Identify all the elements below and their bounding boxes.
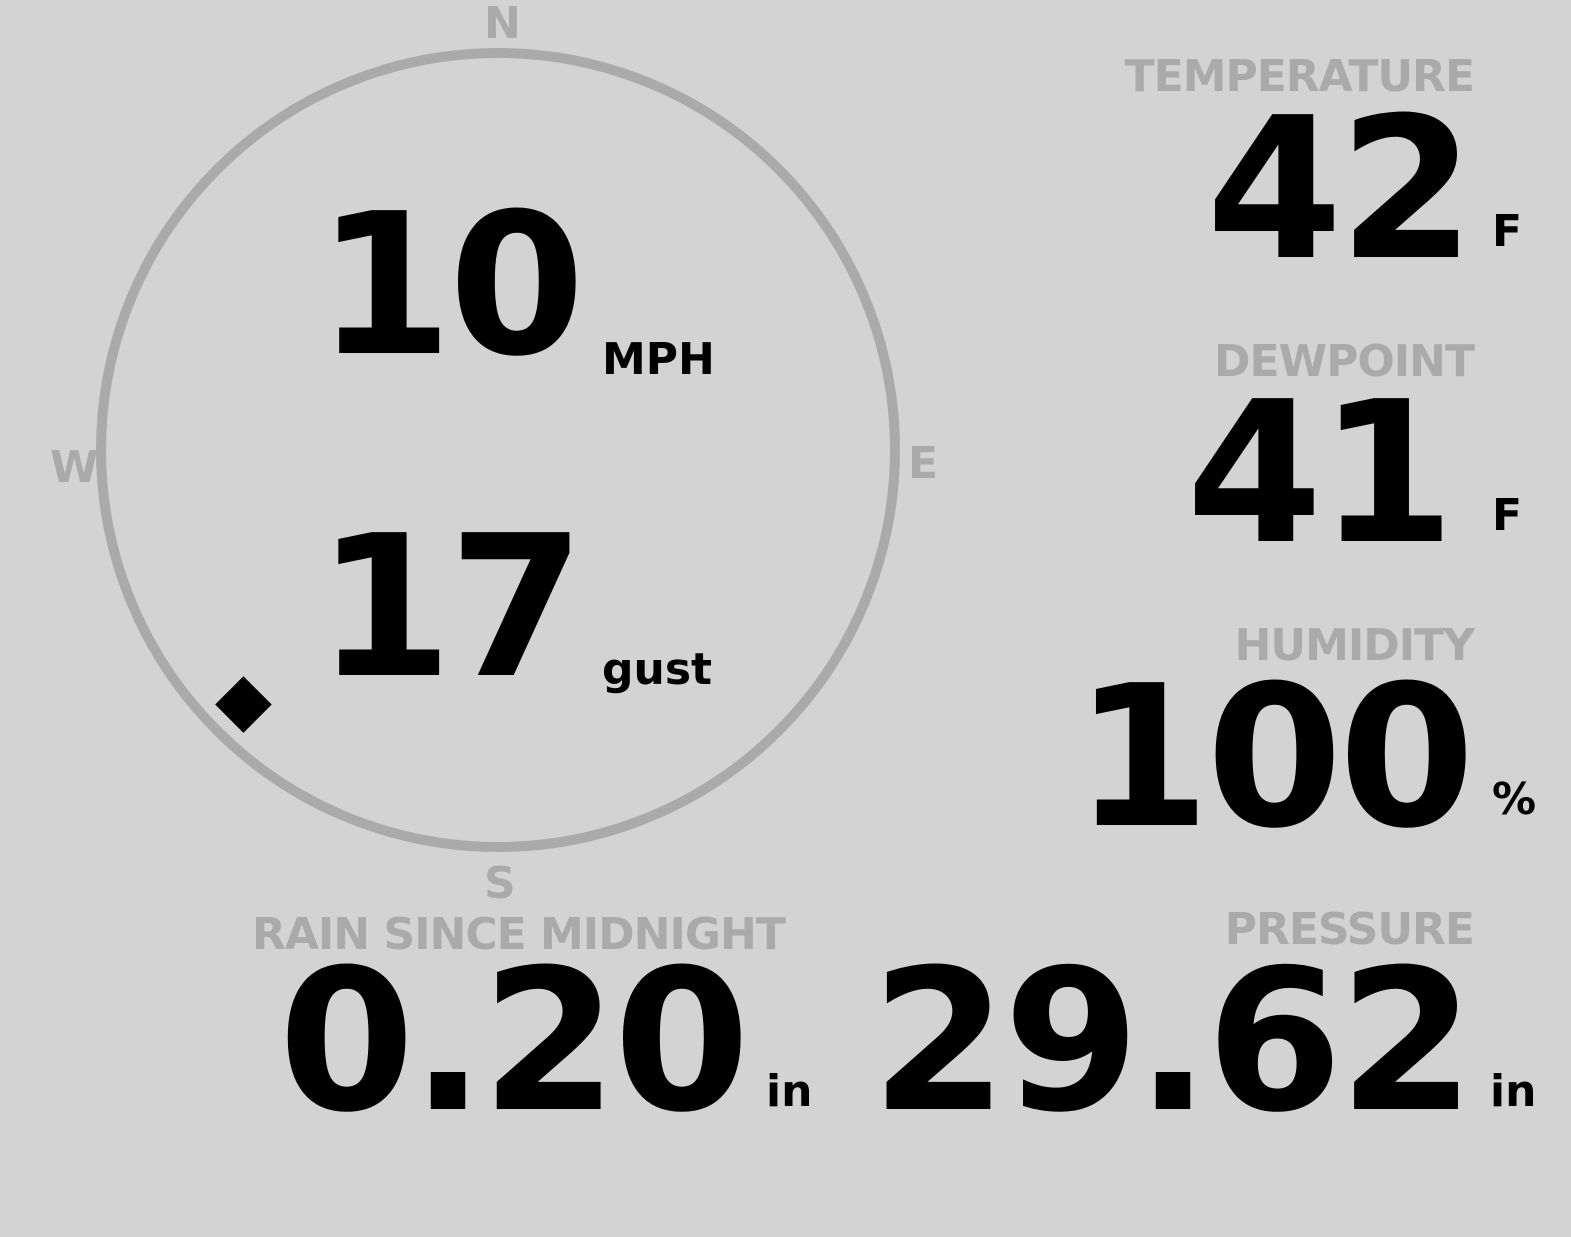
rain-unit: in [766, 1066, 813, 1117]
temperature-label: TEMPERATURE [1124, 51, 1475, 102]
pressure-unit: in [1490, 1066, 1537, 1117]
wind-direction-diamond-icon [215, 676, 272, 733]
compass-west-label: W [50, 442, 99, 493]
compass-ring [96, 48, 900, 852]
pressure-label: PRESSURE [1224, 904, 1475, 955]
rain-label: RAIN SINCE MIDNIGHT [252, 909, 786, 960]
humidity-value: 100 [1073, 644, 1475, 872]
wind-speed-unit: MPH [602, 334, 715, 385]
temperature-unit: F [1492, 206, 1523, 257]
temperature-value: 42 [1206, 76, 1475, 304]
compass-south-label: S [484, 858, 516, 909]
wind-gust-value: 17 [316, 494, 585, 722]
humidity-label: HUMIDITY [1234, 620, 1475, 671]
wind-speed-value: 10 [316, 172, 585, 400]
compass-east-label: E [908, 438, 939, 489]
rain-value: 0.20 [278, 928, 750, 1156]
dewpoint-value: 41 [1186, 360, 1455, 588]
pressure-value: 29.62 [871, 928, 1475, 1156]
dewpoint-unit: F [1492, 490, 1523, 541]
dewpoint-label: DEWPOINT [1214, 336, 1475, 387]
compass-north-label: N [484, 0, 521, 49]
humidity-unit: % [1492, 774, 1537, 825]
wind-gust-unit: gust [602, 644, 713, 695]
